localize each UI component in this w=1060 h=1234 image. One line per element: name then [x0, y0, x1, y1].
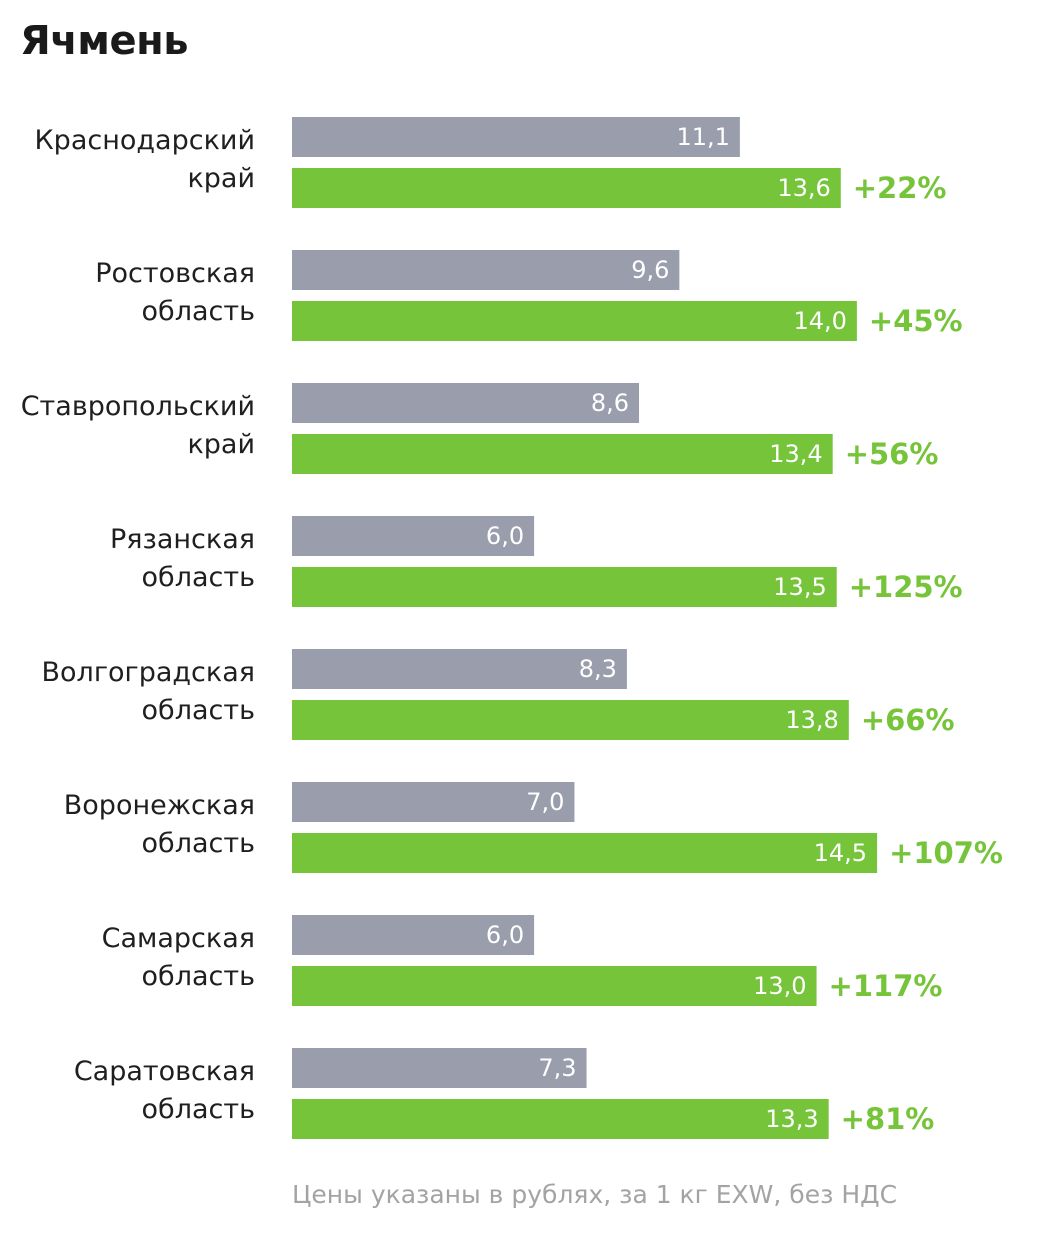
change-label: +56%: [845, 437, 939, 471]
bar-value-label: 11,1: [676, 123, 729, 151]
bar-previous: [292, 516, 535, 556]
bar-previous: [292, 117, 740, 157]
bar-value-label: 13,0: [753, 972, 806, 1000]
region-label: Саратовская: [74, 1056, 255, 1087]
region-label: край: [187, 163, 255, 194]
bar-group: Саратовская область 7,3 13,3 +81%: [74, 1048, 935, 1139]
change-label: +81%: [841, 1102, 935, 1136]
bar-value-label: 7,3: [538, 1054, 576, 1082]
region-label: Ставропольский: [21, 391, 255, 422]
change-label: +107%: [889, 836, 1003, 870]
bar-value-label: 6,0: [486, 921, 524, 949]
bar-group: Краснодарский край 11,1 13,6 +22%: [35, 117, 947, 208]
chart-footnote: Цены указаны в рублях, за 1 кг EXW, без …: [292, 1180, 898, 1209]
bar-current: [292, 168, 841, 208]
change-label: +125%: [849, 570, 963, 604]
region-label: Краснодарский: [35, 125, 255, 156]
bar-value-label: 13,6: [777, 174, 830, 202]
change-label: +117%: [829, 969, 943, 1003]
bar-group: Воронежская область 7,0 14,5 +107%: [64, 782, 1003, 873]
region-label: область: [142, 828, 255, 859]
change-label: +45%: [869, 304, 963, 338]
region-label: край: [187, 429, 255, 460]
region-label: область: [142, 1094, 255, 1125]
bar-current: [292, 434, 833, 474]
bar-value-label: 14,5: [814, 839, 867, 867]
bar-current: [292, 966, 817, 1006]
bar-group: Ростовская область 9,6 14,0 +45%: [95, 250, 963, 341]
region-label: область: [142, 562, 255, 593]
region-label: область: [142, 961, 255, 992]
bar-value-label: 8,6: [591, 389, 629, 417]
bar-group: Волгоградская область 8,3 13,8 +66%: [42, 649, 955, 740]
bar-value-label: 14,0: [793, 307, 846, 335]
region-label: Рязанская: [110, 524, 255, 555]
bar-current: [292, 700, 849, 740]
region-label: Самарская: [102, 923, 255, 954]
region-label: Воронежская: [64, 790, 255, 821]
bar-current: [292, 567, 837, 607]
bar-previous: [292, 782, 575, 822]
region-label: область: [142, 695, 255, 726]
region-label: Волгоградская: [42, 657, 255, 688]
bar-value-label: 13,3: [765, 1105, 818, 1133]
bar-value-label: 9,6: [631, 256, 669, 284]
chart-title: Ячмень: [20, 18, 189, 64]
bar-previous: [292, 649, 627, 689]
bar-previous: [292, 383, 640, 423]
bar-value-label: 8,3: [579, 655, 617, 683]
bar-value-label: 13,4: [769, 440, 822, 468]
change-label: +66%: [861, 703, 955, 737]
region-label: область: [142, 296, 255, 327]
change-label: +22%: [853, 171, 947, 205]
bar-group: Самарская область 6,0 13,0 +117%: [102, 915, 943, 1006]
bar-current: [292, 1099, 829, 1139]
region-label: Ростовская: [95, 258, 255, 289]
bar-previous: [292, 1048, 587, 1088]
bar-previous: [292, 250, 680, 290]
bar-group: Рязанская область 6,0 13,5 +125%: [110, 516, 963, 607]
bar-group: Ставропольский край 8,6 13,4 +56%: [21, 383, 939, 474]
bar-current: [292, 833, 878, 873]
bar-current: [292, 301, 857, 341]
bar-value-label: 7,0: [526, 788, 564, 816]
bar-value-label: 13,5: [773, 573, 826, 601]
bar-value-label: 13,8: [785, 706, 838, 734]
bar-value-label: 6,0: [486, 522, 524, 550]
bar-previous: [292, 915, 535, 955]
